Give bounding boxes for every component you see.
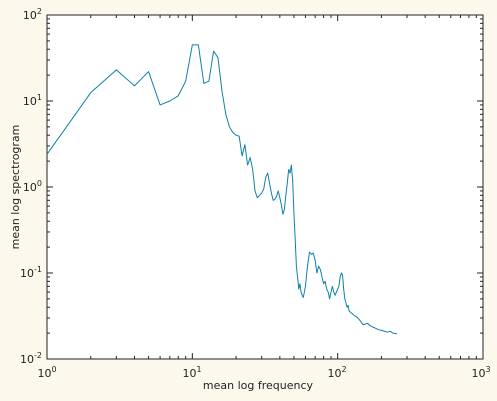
x-tick-label: 101	[182, 365, 201, 380]
y-tick-label: 10-2	[20, 351, 42, 366]
y-tick-label: 10-1	[20, 265, 42, 280]
y-axis-label: mean log spectrogram	[9, 125, 22, 250]
y-tick-label: 101	[23, 93, 42, 108]
y-tick-label: 102	[23, 7, 42, 22]
series-layer	[46, 44, 398, 335]
x-tick-label: 100	[37, 365, 56, 380]
x-tick-label: 103	[471, 365, 490, 380]
x-axis-label: mean log frequency	[203, 379, 314, 392]
tick-marks	[46, 14, 484, 360]
x-tick-label: 102	[327, 365, 346, 380]
series-line	[46, 44, 398, 335]
plot-area	[46, 14, 484, 360]
y-tick-label: 100	[23, 179, 42, 194]
